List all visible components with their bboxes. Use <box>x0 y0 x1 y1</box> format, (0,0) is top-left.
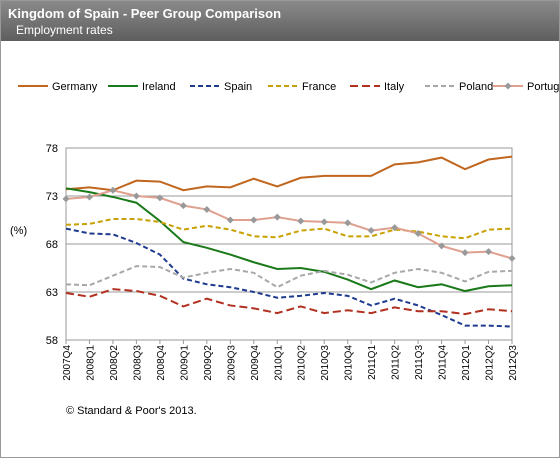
x-tick-label: 2011Q3 <box>414 345 425 380</box>
x-tick-label: 2008Q4 <box>156 345 167 381</box>
series-marker <box>461 249 469 257</box>
series-marker <box>273 213 281 221</box>
x-tick-label: 2008Q1 <box>85 345 96 381</box>
x-tick-label: 2010Q4 <box>344 345 355 381</box>
x-tick-label: 2012Q1 <box>461 345 472 381</box>
legend-label: Spain <box>224 81 252 93</box>
series-marker <box>438 242 446 250</box>
series-marker <box>250 216 258 224</box>
series-line <box>65 218 513 240</box>
x-tick-label: 2011Q2 <box>391 345 402 380</box>
x-tick-label: 2009Q1 <box>179 345 190 381</box>
x-tick-label: 2012Q2 <box>485 345 496 381</box>
x-tick-label: 2009Q4 <box>250 345 261 381</box>
chart-title: Kingdom of Spain - Peer Group Comparison <box>8 6 281 21</box>
series-line <box>65 189 513 260</box>
y-tick-label: 73 <box>46 191 58 203</box>
series-marker <box>85 193 93 201</box>
series-marker <box>132 192 140 200</box>
x-tick-label: 2008Q2 <box>109 345 120 381</box>
series-marker <box>320 218 328 226</box>
series-marker <box>297 217 305 225</box>
series-marker <box>367 227 375 235</box>
legend-label: France <box>302 81 336 93</box>
legend-label: Portugal <box>527 81 560 93</box>
series-line <box>65 227 513 328</box>
x-tick-label: 2010Q1 <box>273 345 284 381</box>
legend-label: Germany <box>52 81 98 93</box>
x-tick-label: 2011Q4 <box>438 345 449 380</box>
legend-label: Ireland <box>142 81 176 93</box>
footnote: © Standard & Poor's 2013. <box>66 405 197 417</box>
x-tick-label: 2007Q4 <box>62 345 73 381</box>
series-marker <box>203 205 211 213</box>
chart-subtitle: Employment rates <box>16 23 113 37</box>
series-marker <box>508 254 516 262</box>
x-tick-label: 2009Q3 <box>226 345 237 381</box>
legend-label: Italy <box>384 81 405 93</box>
header <box>1 1 559 41</box>
series-marker <box>414 229 422 237</box>
x-tick-label: 2011Q1 <box>367 345 378 380</box>
series-marker <box>344 219 352 227</box>
series-line <box>65 187 513 293</box>
legend-label: Poland <box>459 81 493 93</box>
x-tick-label: 2012Q3 <box>508 345 519 381</box>
legend-marker <box>504 82 512 90</box>
y-tick-label: 78 <box>46 143 58 155</box>
series-line <box>65 265 513 289</box>
series-line <box>65 288 513 316</box>
series-marker <box>156 194 164 202</box>
y-tick-label: 63 <box>46 287 58 299</box>
y-tick-label: 58 <box>46 335 58 347</box>
y-axis-label: (%) <box>10 225 27 237</box>
series-marker <box>391 224 399 232</box>
x-tick-label: 2009Q2 <box>203 345 214 381</box>
x-tick-label: 2010Q2 <box>297 345 308 381</box>
series-marker <box>179 202 187 210</box>
series-marker <box>226 216 234 224</box>
series-marker <box>62 195 70 203</box>
y-tick-label: 68 <box>46 239 58 251</box>
x-tick-label: 2008Q3 <box>132 345 143 381</box>
series-marker <box>485 248 493 256</box>
series-marker <box>109 186 117 194</box>
x-tick-label: 2010Q3 <box>320 345 331 381</box>
series-line <box>65 155 513 192</box>
